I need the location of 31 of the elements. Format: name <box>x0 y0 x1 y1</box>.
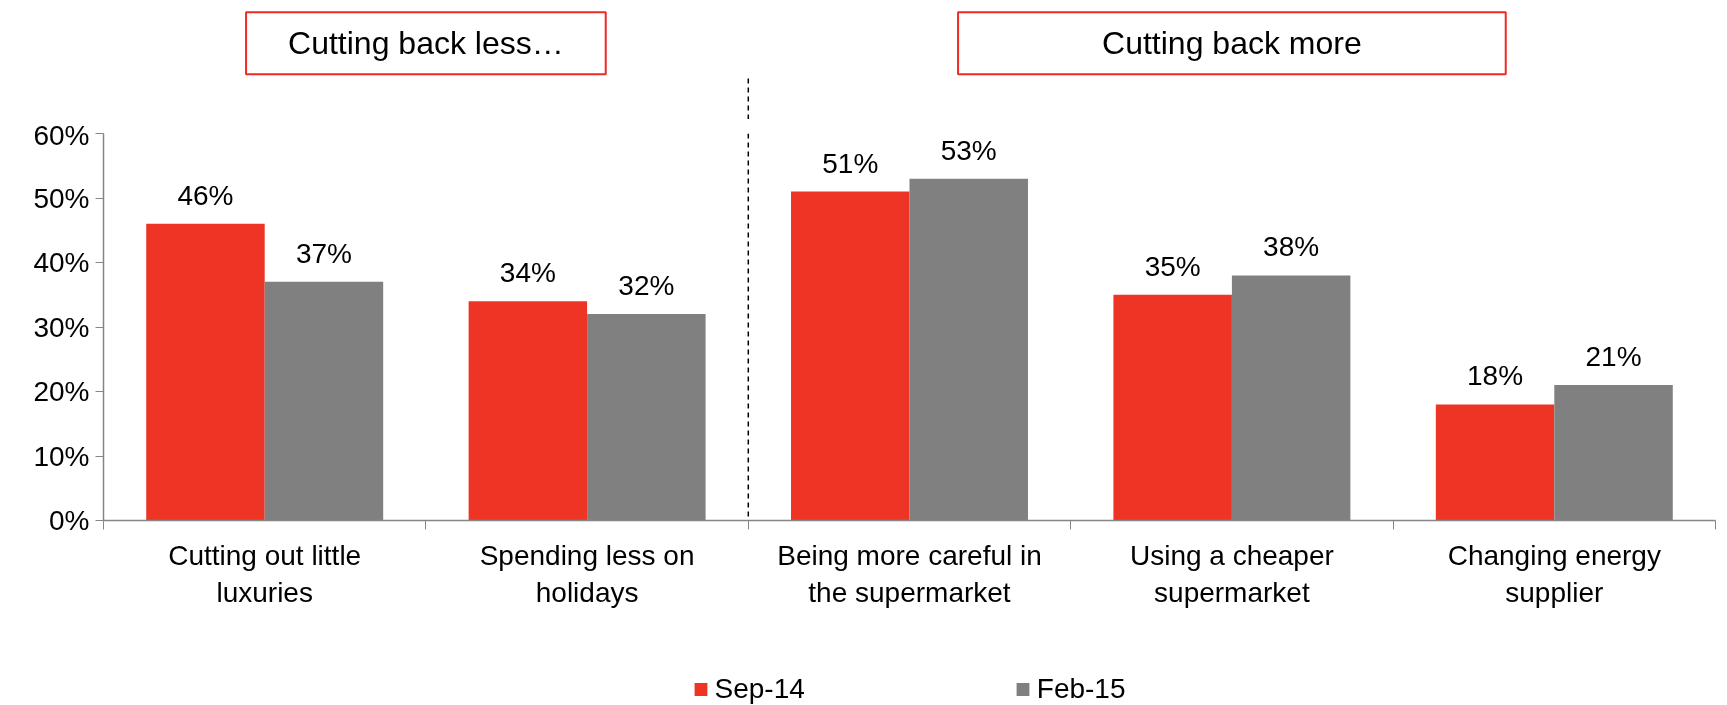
data-label: 46% <box>177 179 234 211</box>
bar <box>146 223 265 521</box>
data-label: 34% <box>499 257 556 289</box>
data-label: 18% <box>1467 360 1524 392</box>
bar <box>1113 294 1232 521</box>
y-tick-label: 60% <box>33 119 90 151</box>
legend-label: Feb-15 <box>1036 673 1126 705</box>
x-tick-label: Spending less on holidays <box>479 539 695 608</box>
y-tick-label: 20% <box>33 376 90 407</box>
data-label: 35% <box>1144 250 1201 282</box>
data-label: 32% <box>618 270 675 302</box>
text: Cutting back less… <box>288 25 564 62</box>
x-tick-label: Cutting out little luxuries <box>168 539 362 608</box>
text: Cutting back more <box>1102 25 1362 62</box>
legend-label: Sep-14 <box>714 673 805 705</box>
data-label: 53% <box>940 134 997 166</box>
data-label: 21% <box>1585 341 1642 373</box>
bar <box>791 191 910 521</box>
y-tick-label: 30% <box>33 311 90 343</box>
y-tick-label: 0% <box>49 505 90 536</box>
x-tick-label: Being more careful in the supermarket <box>777 539 1042 608</box>
data-label: 51% <box>822 147 879 179</box>
x-tick-label: Changing energy supplier <box>1447 539 1661 608</box>
bar <box>1435 404 1555 521</box>
x-tick-label: Using a cheaper supermarket <box>1129 539 1334 608</box>
y-tick-label: 10% <box>33 440 90 472</box>
data-label: 38% <box>1263 231 1320 263</box>
bar <box>468 301 588 521</box>
y-tick-label: 40% <box>33 247 90 278</box>
data-label: 37% <box>295 237 352 269</box>
y-tick-label: 50% <box>33 182 90 214</box>
